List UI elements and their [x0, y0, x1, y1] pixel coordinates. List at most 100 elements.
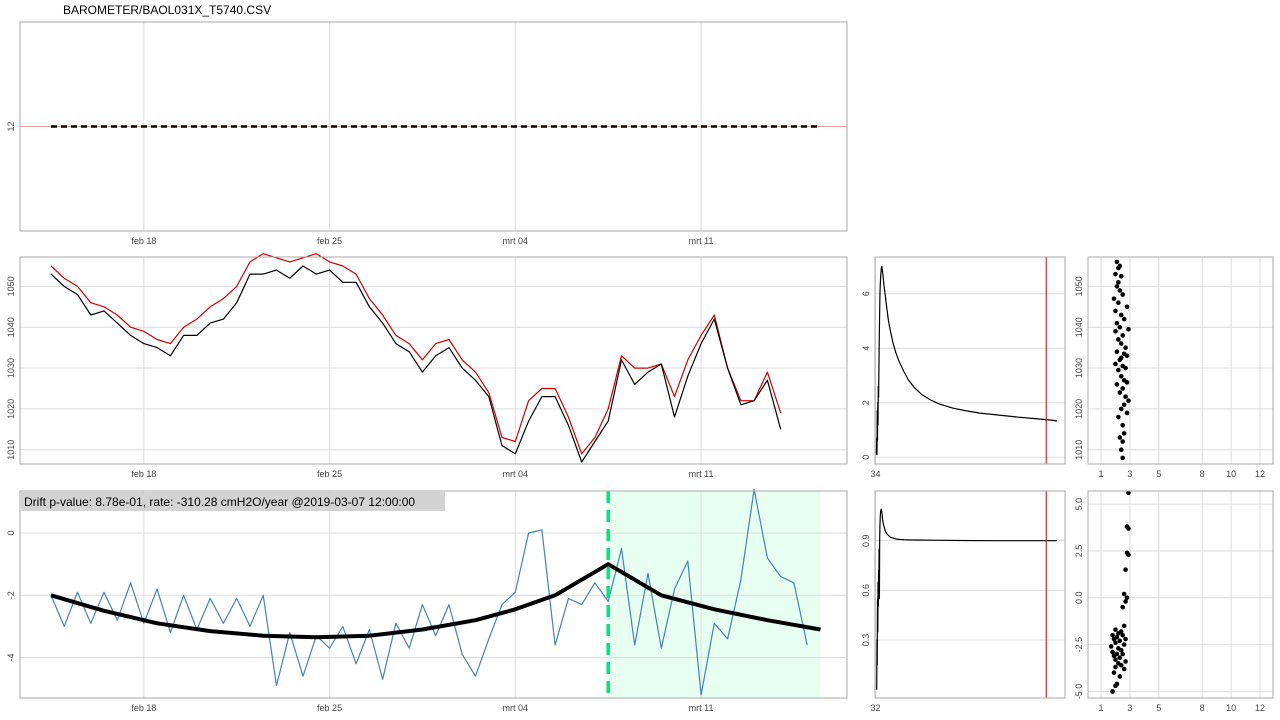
y-tick-label: 1010 — [1074, 440, 1084, 460]
scatter-point — [1117, 435, 1123, 440]
y-tick-label: 1040 — [6, 317, 16, 337]
scatter-point — [1124, 410, 1130, 416]
x-tick-label: 12 — [1255, 469, 1265, 479]
scatter-point — [1114, 382, 1120, 387]
scatter-point — [1121, 591, 1127, 597]
x-tick-label: feb 25 — [317, 703, 342, 713]
y-tick-label: 4 — [861, 346, 871, 351]
scatter-point — [1116, 265, 1121, 271]
y-tick-label: 0.9 — [861, 534, 871, 547]
scatter-point — [1124, 595, 1130, 601]
x-tick-label: 3 — [1127, 469, 1132, 479]
scatter-point — [1116, 337, 1121, 342]
series-line-black — [875, 265, 1058, 456]
scatter-point — [1126, 398, 1131, 404]
y-tick-label: 6 — [861, 291, 871, 296]
scatter-point — [1117, 674, 1123, 679]
scatter-point — [1108, 644, 1114, 649]
scatter-point — [1117, 324, 1123, 330]
scatter-point — [1124, 353, 1130, 359]
y-tick-label: -2.5 — [1074, 637, 1084, 653]
panel-border — [19, 490, 848, 699]
y-tick-label: 12 — [6, 121, 16, 131]
series-line-black — [50, 562, 821, 640]
x-tick-label: 8 — [1200, 469, 1205, 479]
scatter-point — [1111, 296, 1117, 301]
x-tick-label: mrt 04 — [503, 469, 529, 479]
y-tick-label: 5.0 — [1074, 498, 1084, 511]
scatter-point — [1126, 526, 1131, 531]
scatter-point — [1121, 402, 1127, 408]
scatter-point — [1123, 636, 1128, 642]
panel-border — [874, 490, 1066, 699]
y-tick-label: 0 — [861, 455, 871, 460]
scatter-point — [1117, 655, 1123, 661]
highlight-region — [608, 491, 821, 698]
scatter-point — [1126, 490, 1131, 496]
x-tick-label: 12 — [1255, 703, 1265, 713]
panel-border — [19, 256, 848, 465]
x-tick-label: 1 — [1099, 703, 1104, 713]
panel-pressure: feb 18 feb 25 mrt 04 mrt 11 1010 1020 1030 1040… — [6, 253, 848, 479]
series-line-black — [50, 265, 782, 463]
scatter-point — [1124, 304, 1130, 310]
x-tick-label: feb 25 — [317, 469, 342, 479]
scatter-point — [1117, 288, 1123, 293]
panel-top: feb 18 feb 25 mrt 04 mrt 11 12 — [6, 21, 848, 246]
drift-label-box — [20, 492, 445, 511]
scatter-point — [1120, 455, 1125, 461]
scatter-point — [1120, 333, 1125, 338]
y-tick-label: 0.6 — [861, 584, 871, 597]
scatter-point — [1113, 329, 1118, 334]
series-line-black — [876, 508, 1057, 690]
scatter-point — [1117, 390, 1123, 395]
scatter-point — [1110, 632, 1115, 638]
panel-density-1: 34 0 2 4 6 — [861, 256, 1066, 479]
scatter-point — [1116, 367, 1121, 373]
y-tick-label: -2 — [6, 591, 16, 599]
scatter-point — [1120, 651, 1125, 657]
drift-label: Drift p-value: 8.78e-01, rate: -310.28 c… — [24, 495, 415, 509]
scatter-point — [1118, 273, 1124, 279]
y-tick-label: 1030 — [1074, 358, 1084, 378]
x-tick-label: feb 18 — [131, 703, 156, 713]
scatter-point — [1126, 326, 1131, 332]
scatter-point — [1114, 349, 1120, 355]
panel-scatter-2: 1 3 5 8 10 12 -5.0 -2.5 0.0 2.5 5.0 — [1074, 490, 1274, 713]
scatter-point — [1121, 642, 1127, 647]
scatter-point — [1113, 683, 1118, 689]
scatter-point — [1120, 632, 1125, 638]
scatter-point — [1121, 431, 1127, 436]
x-tick-label: 34 — [870, 469, 880, 479]
scatter-point — [1111, 653, 1117, 659]
scatter-point — [1123, 345, 1128, 350]
scatter-point — [1118, 447, 1124, 453]
y-tick-label: 0.3 — [861, 634, 871, 647]
panel-border — [1087, 256, 1274, 465]
scatter-point — [1116, 414, 1121, 420]
y-tick-label: 2.5 — [1074, 545, 1084, 558]
scatter-point — [1114, 259, 1120, 265]
scatter-point — [1118, 647, 1124, 653]
y-tick-label: -5.0 — [1074, 684, 1084, 700]
y-tick-label: 0.0 — [1074, 592, 1084, 605]
scatter-point — [1113, 627, 1118, 632]
y-tick-label: 1020 — [1074, 399, 1084, 419]
scatter-point — [1123, 599, 1128, 604]
scatter-point — [1110, 689, 1115, 694]
series-line-blue — [50, 488, 808, 696]
scatter-point — [1118, 341, 1124, 346]
scatter-point — [1111, 670, 1117, 676]
x-tick-label: mrt 11 — [689, 236, 714, 246]
x-tick-label: mrt 11 — [689, 469, 714, 479]
scatter-point — [1121, 666, 1127, 672]
scatter-point — [1124, 380, 1130, 385]
scatter-point — [1118, 406, 1124, 412]
scatter-point — [1116, 300, 1121, 306]
y-tick-label: 1050 — [1074, 276, 1084, 296]
file-title: BAROMETER/BAOL031X_T5740.CSV — [63, 3, 271, 17]
y-tick-label: -4 — [6, 654, 16, 662]
scatter-point — [1123, 659, 1128, 664]
panel-border — [1087, 490, 1274, 699]
